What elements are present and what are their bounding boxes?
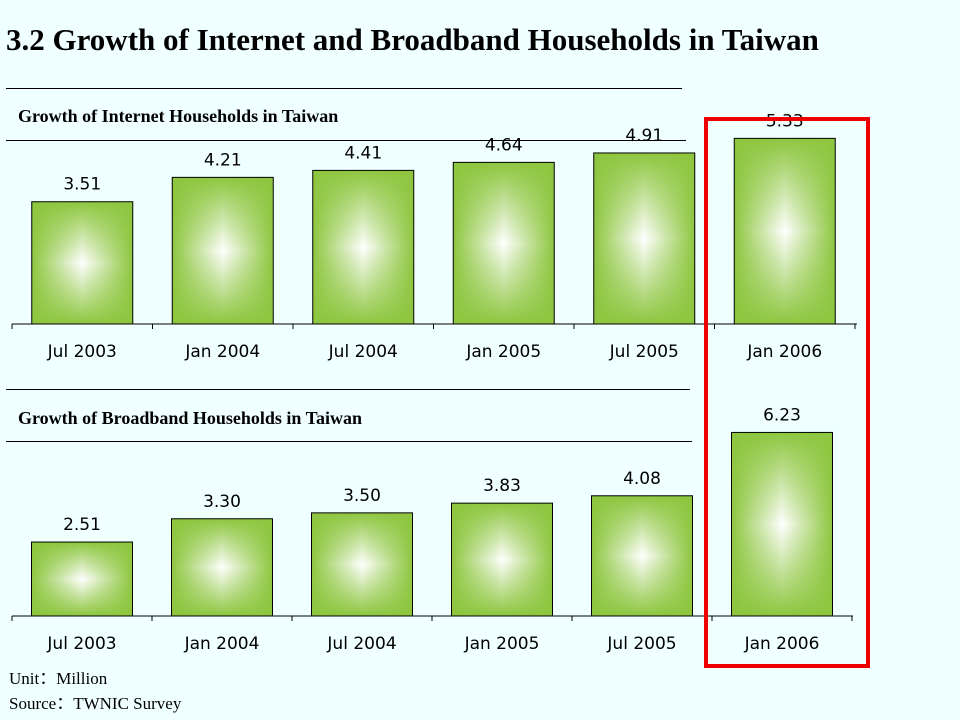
category-label: Jul 2004: [326, 634, 396, 654]
data-label: 3.51: [63, 175, 101, 195]
bar-jul-2003: [31, 201, 134, 325]
category-label: Jul 2005: [609, 342, 679, 362]
internet-households-chart: 3.51 Jul 2003 4.21 Jan 2004 4.41 Jul 2004 4.64…: [11, 111, 857, 362]
bar-jan-2004: [171, 176, 274, 325]
data-label: 4.91: [625, 126, 663, 146]
data-label: 2.51: [63, 515, 101, 535]
category-label: Jul 2003: [46, 634, 116, 654]
bar-jul-2005: [593, 152, 696, 325]
data-label: 5.33: [766, 111, 804, 131]
internet-chart-title: Growth of Internet Households in Taiwan: [18, 106, 339, 126]
data-label: 3.50: [343, 486, 381, 506]
broadband-chart-title: Growth of Broadband Households in Taiwan: [18, 408, 362, 428]
category-label: Jan 2005: [465, 342, 541, 362]
broadband-chart-title-rule: [6, 441, 692, 442]
data-label: 4.21: [204, 150, 242, 170]
data-label: 6.23: [763, 405, 801, 425]
data-label: 3.30: [203, 492, 241, 512]
page-title: 3.2 Growth of Internet and Broadband Hou…: [6, 22, 819, 57]
unit-note: Unit：Million: [9, 669, 108, 688]
bar-jan-2005: [451, 502, 553, 617]
category-label: Jan 2006: [746, 342, 822, 362]
bar-jul-2005: [591, 495, 693, 617]
category-label: Jul 2005: [606, 634, 676, 654]
data-label: 4.64: [485, 135, 523, 155]
data-label: 4.08: [623, 469, 661, 489]
category-label: Jul 2003: [47, 342, 117, 362]
bar-jul-2004: [311, 512, 413, 617]
broadband-households-chart: 2.51 Jul 2003 3.30 Jan 2004 3.50 Jul 2004 3.83…: [11, 405, 853, 654]
data-label: 4.41: [344, 143, 382, 163]
bar-jan-2005: [452, 161, 555, 325]
bar-jan-2006: [731, 431, 833, 617]
jan-2006-highlight-box: [704, 117, 870, 668]
category-label: Jan 2004: [184, 342, 260, 362]
bar-jan-2004: [171, 518, 273, 617]
bar-jan-2006: [733, 137, 836, 325]
category-label: Jan 2005: [464, 634, 540, 654]
internet-chart-title-rule: [6, 140, 686, 141]
bar-jul-2004: [312, 169, 415, 325]
category-label: Jul 2004: [328, 342, 398, 362]
bar-jul-2003: [31, 541, 133, 617]
section-divider-rule: [6, 389, 690, 390]
data-label: 3.83: [483, 476, 521, 496]
source-note: Source：TWNIC Survey: [9, 694, 182, 713]
title-underline: [6, 88, 682, 89]
category-label: Jan 2004: [184, 634, 260, 654]
category-label: Jan 2006: [744, 634, 820, 654]
